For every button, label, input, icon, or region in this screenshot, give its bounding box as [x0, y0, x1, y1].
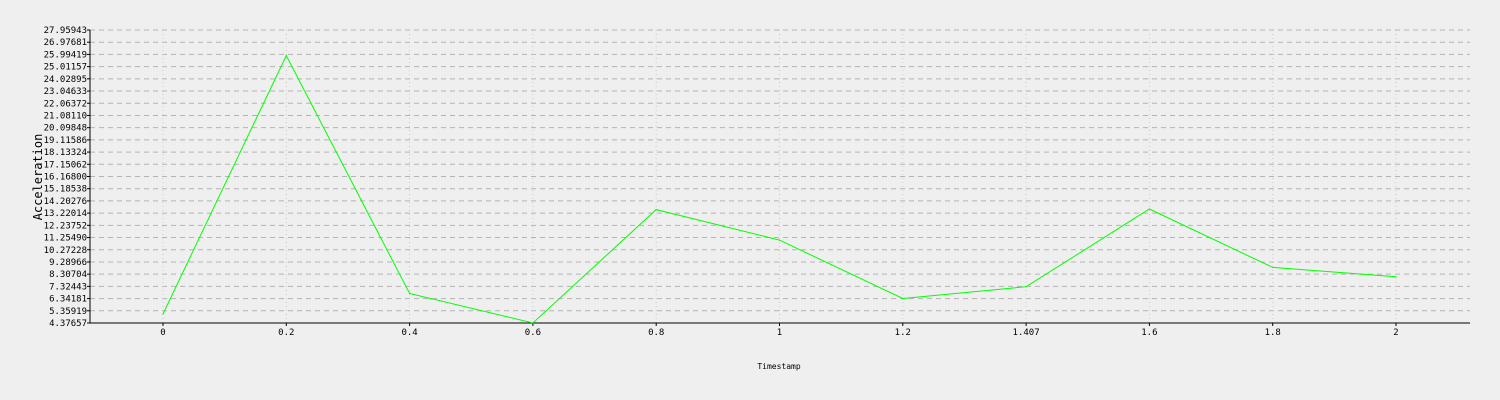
y-tick-label: 18.13324 — [44, 148, 87, 158]
y-tick-label: 25.01157 — [44, 63, 87, 73]
x-tick-label: 0.6 — [525, 328, 541, 338]
y-tick-label: 15.18538 — [44, 185, 87, 195]
y-tick-label: 9.28966 — [49, 258, 87, 268]
x-tick-label: 0 — [160, 328, 165, 338]
x-tick-label: 0.2 — [278, 328, 294, 338]
y-axis-title: Acceleration — [31, 134, 45, 221]
y-tick-label: 27.95943 — [44, 26, 87, 36]
x-tick-label: 1.6 — [1141, 328, 1157, 338]
data-point — [778, 239, 781, 241]
data-point — [655, 209, 657, 211]
data-point — [1272, 266, 1274, 269]
data-point — [409, 292, 411, 295]
y-tick-label: 7.32443 — [49, 282, 87, 292]
y-axis-ticks: 4.37657 5.35919 6.34181 7.32443 8.30704 9.289… — [44, 26, 90, 329]
y-tick-label: 17.15062 — [44, 160, 87, 170]
y-tick-label: 16.16800 — [44, 173, 87, 183]
y-tick-label: 8.30704 — [49, 270, 87, 280]
y-tick-label: 10.27228 — [44, 246, 87, 256]
x-tick-label: 1 — [777, 328, 782, 338]
x-tick-label: 0.4 — [401, 328, 417, 338]
x-tick-label: 1.2 — [895, 328, 911, 338]
data-point — [1025, 286, 1027, 288]
data-point — [285, 54, 287, 57]
y-tick-label: 6.34181 — [49, 295, 87, 305]
data-point — [1148, 208, 1150, 210]
y-tick-label: 12.23752 — [44, 221, 87, 231]
y-tick-label: 21.08110 — [44, 111, 87, 121]
x-tick-label: 1.407 — [1013, 328, 1040, 338]
y-tick-label: 14.20276 — [44, 197, 87, 207]
data-point — [532, 322, 534, 324]
y-tick-label: 23.04633 — [44, 87, 87, 97]
y-tick-label: 11.25490 — [44, 234, 87, 244]
data-point — [1395, 276, 1397, 278]
data-point — [902, 297, 904, 300]
x-axis-ticks: 0 0.2 0.4 0.6 0.8 1 1.2 1.407 1.6 1.8 2 — [160, 323, 1399, 338]
y-tick-label: 20.09848 — [44, 124, 87, 134]
y-tick-label: 26.97681 — [44, 38, 87, 48]
x-tick-label: 0.8 — [648, 328, 664, 338]
data-point — [162, 313, 164, 315]
y-tick-label: 4.37657 — [49, 319, 87, 329]
y-tick-label: 5.35919 — [49, 307, 87, 317]
y-tick-label: 19.11586 — [44, 136, 87, 146]
x-tick-label: 1.8 — [1265, 328, 1281, 338]
y-tick-label: 13.22014 — [44, 209, 87, 219]
series — [162, 54, 1397, 324]
y-tick-label: 25.99419 — [44, 50, 87, 60]
grid — [90, 29, 1470, 323]
x-tick-label: 2 — [1393, 328, 1398, 338]
x-axis-title: Timestamp — [757, 362, 801, 371]
y-tick-label: 22.06372 — [44, 99, 87, 109]
y-tick-label: 24.02895 — [44, 75, 87, 85]
